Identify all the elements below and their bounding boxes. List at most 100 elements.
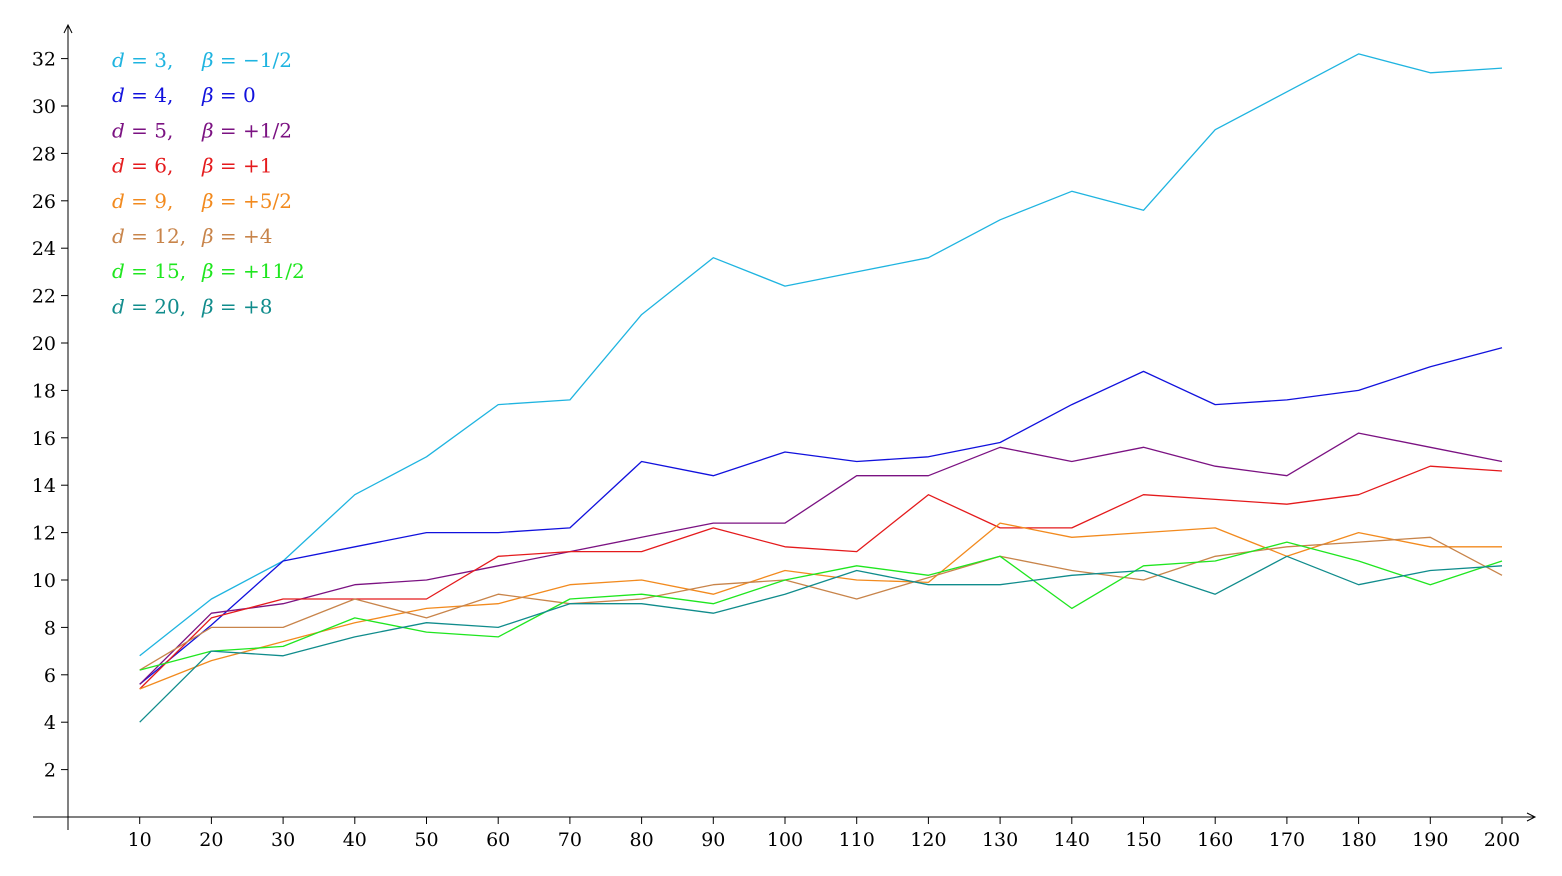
legend-beta-value: = +8: [214, 294, 273, 318]
legend-d-symbol: d: [112, 294, 125, 318]
legend-d-value: = 15,: [125, 259, 186, 283]
series-line-d3: [139, 53, 1503, 657]
legend-beta-value: = −1/2: [214, 48, 292, 72]
legend-d-label: d = 9,: [112, 189, 173, 213]
legend-d-label: d = 4,: [112, 83, 173, 107]
legend-beta-label: β = +8: [201, 294, 273, 318]
x-tick-label: 60: [486, 829, 510, 851]
y-tick-label: 6: [44, 665, 56, 687]
legend-entry-d15: d = 15, β = +11/2: [112, 259, 305, 283]
legend-beta-symbol: β: [201, 259, 214, 283]
legend-d-value: = 5,: [125, 118, 174, 142]
legend-beta-symbol: β: [201, 48, 214, 72]
legend-beta-value: = +5/2: [214, 189, 292, 213]
legend-d-label: d = 5,: [112, 118, 173, 142]
x-tick-label: 200: [1484, 829, 1520, 851]
legend-entry-d3: d = 3, β = −1/2: [112, 48, 292, 72]
series-line-d15: [139, 541, 1503, 671]
legend-beta-value: = 0: [214, 83, 256, 107]
legend-d-symbol: d: [112, 83, 125, 107]
legend-beta-symbol: β: [201, 224, 214, 248]
legend-beta-label: β = +11/2: [201, 259, 305, 283]
y-tick-label: 30: [32, 96, 56, 118]
x-tick-label: 100: [767, 829, 803, 851]
legend-d-symbol: d: [112, 154, 125, 178]
legend-entry-d4: d = 4, β = 0: [112, 83, 256, 107]
legend-entry-d20: d = 20, β = +8: [112, 294, 273, 318]
legend-entry-d9: d = 9, β = +5/2: [112, 189, 292, 213]
x-tick-label: 20: [199, 829, 223, 851]
axes: [33, 23, 1537, 830]
x-axis-ticks: 10 20 30 40 50 60 70 80 90 100 110 120 130 140 150 160 1…: [128, 817, 1520, 851]
legend-beta-label: β = +5/2: [201, 189, 292, 213]
legend-d-label: d = 3,: [112, 48, 173, 72]
legend-entry-d5: d = 5, β = +1/2: [112, 118, 292, 142]
series-line-d9: [139, 522, 1502, 690]
legend-beta-symbol: β: [201, 189, 214, 213]
legend-beta-symbol: β: [201, 118, 214, 142]
legend-d-value: = 20,: [125, 294, 186, 318]
legend-d-symbol: d: [112, 224, 125, 248]
legend-d-label: d = 12,: [112, 224, 186, 248]
x-tick-label: 90: [701, 829, 725, 851]
legend-d-value: = 4,: [125, 83, 174, 107]
series-line-d20: [139, 555, 1503, 723]
legend-d-label: d = 15,: [112, 259, 186, 283]
legend-d-label: d = 20,: [112, 294, 186, 318]
legend-beta-value: = +1/2: [214, 118, 292, 142]
series-lines: [139, 53, 1503, 723]
legend-d-symbol: d: [112, 118, 125, 142]
legend-entry-d6: d = 6, β = +1: [112, 154, 273, 178]
y-tick-label: 2: [44, 760, 56, 782]
y-axis-arrow: [63, 23, 73, 34]
legend-beta-label: β = +1: [201, 154, 273, 178]
y-tick-label: 14: [32, 475, 56, 497]
series-line-d5: [139, 432, 1503, 685]
legend-beta-value: = +1: [214, 154, 273, 178]
legend-beta-symbol: β: [201, 294, 214, 318]
x-tick-label: 190: [1412, 829, 1448, 851]
legend-d-value: = 12,: [125, 224, 186, 248]
series-line-d4: [139, 347, 1503, 685]
x-tick-label: 130: [982, 829, 1018, 851]
y-tick-label: 24: [32, 238, 56, 260]
y-tick-label: 32: [32, 49, 56, 71]
x-tick-label: 150: [1125, 829, 1161, 851]
x-tick-label: 180: [1340, 829, 1376, 851]
legend-d-value: = 9,: [125, 189, 174, 213]
x-tick-label: 10: [128, 829, 152, 851]
legend-beta-value: = +4: [214, 224, 273, 248]
legend-d-symbol: d: [112, 259, 125, 283]
x-axis-arrow: [1526, 812, 1537, 822]
x-tick-label: 140: [1054, 829, 1090, 851]
legend: d = 3, β = −1/2d = 4, β = 0d = 5, β = +1/2d…: [112, 48, 305, 318]
legend-beta-label: β = 0: [201, 83, 256, 107]
legend-beta-symbol: β: [201, 154, 214, 178]
x-tick-label: 160: [1197, 829, 1233, 851]
legend-entry-d12: d = 12, β = +4: [112, 224, 273, 248]
legend-beta-label: β = +4: [201, 224, 273, 248]
legend-d-value: = 6,: [125, 154, 174, 178]
x-tick-label: 40: [343, 829, 367, 851]
x-tick-label: 50: [414, 829, 438, 851]
series-line-d12: [139, 536, 1503, 671]
y-tick-label: 22: [32, 286, 56, 308]
legend-d-label: d = 6,: [112, 154, 173, 178]
x-tick-label: 70: [558, 829, 582, 851]
y-tick-label: 26: [32, 191, 56, 213]
legend-beta-label: β = −1/2: [201, 48, 292, 72]
y-tick-label: 18: [32, 380, 56, 402]
series-line-d6: [139, 465, 1503, 690]
y-tick-label: 28: [32, 143, 56, 165]
x-tick-label: 120: [910, 829, 946, 851]
x-tick-label: 110: [839, 829, 875, 851]
y-tick-label: 10: [32, 570, 56, 592]
y-tick-label: 8: [44, 617, 56, 639]
legend-beta-symbol: β: [201, 83, 214, 107]
y-tick-label: 16: [32, 428, 56, 450]
x-tick-label: 80: [630, 829, 654, 851]
y-tick-label: 12: [32, 523, 56, 545]
legend-d-value: = 3,: [125, 48, 174, 72]
